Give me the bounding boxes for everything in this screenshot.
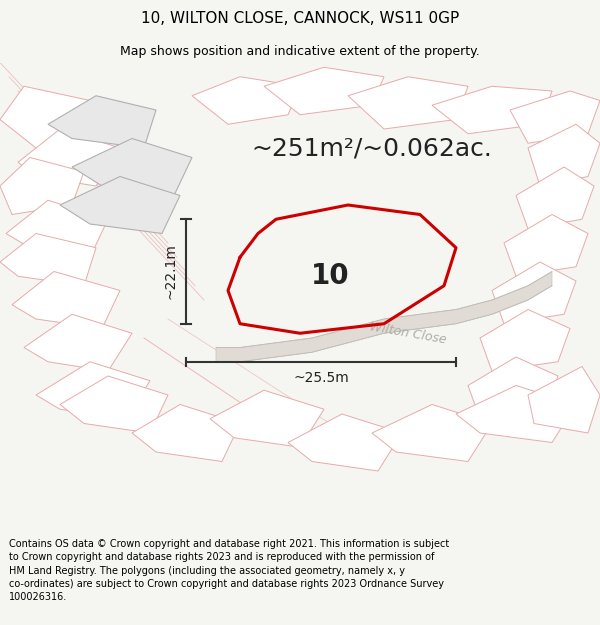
Polygon shape <box>372 404 492 461</box>
Polygon shape <box>36 362 150 419</box>
Polygon shape <box>132 404 240 461</box>
Text: 10, WILTON CLOSE, CANNOCK, WS11 0GP: 10, WILTON CLOSE, CANNOCK, WS11 0GP <box>141 11 459 26</box>
Polygon shape <box>6 200 108 258</box>
Text: ~22.1m: ~22.1m <box>164 244 178 299</box>
Text: Map shows position and indicative extent of the property.: Map shows position and indicative extent… <box>120 45 480 58</box>
Polygon shape <box>510 91 600 143</box>
Text: ~251m²/~0.062ac.: ~251m²/~0.062ac. <box>251 136 493 160</box>
Polygon shape <box>210 390 324 448</box>
Polygon shape <box>528 366 600 433</box>
Polygon shape <box>348 77 468 129</box>
Polygon shape <box>216 271 552 362</box>
Polygon shape <box>516 167 594 229</box>
Polygon shape <box>468 357 558 419</box>
Polygon shape <box>48 96 156 148</box>
Polygon shape <box>264 68 384 115</box>
Polygon shape <box>24 314 132 371</box>
Polygon shape <box>60 376 168 433</box>
Polygon shape <box>456 386 576 442</box>
Polygon shape <box>192 77 300 124</box>
Polygon shape <box>12 271 120 329</box>
Polygon shape <box>492 262 576 324</box>
Text: 10: 10 <box>311 262 349 290</box>
Polygon shape <box>0 234 96 286</box>
Polygon shape <box>528 124 600 186</box>
Polygon shape <box>288 414 402 471</box>
Polygon shape <box>72 139 192 196</box>
Polygon shape <box>480 309 570 371</box>
Polygon shape <box>18 129 120 186</box>
Polygon shape <box>60 176 180 234</box>
Polygon shape <box>432 86 552 134</box>
Text: ~25.5m: ~25.5m <box>293 371 349 386</box>
Text: Wilton Close: Wilton Close <box>368 320 448 346</box>
Polygon shape <box>0 86 108 158</box>
Polygon shape <box>0 158 84 214</box>
Text: Contains OS data © Crown copyright and database right 2021. This information is : Contains OS data © Crown copyright and d… <box>9 539 449 602</box>
Polygon shape <box>504 214 588 276</box>
